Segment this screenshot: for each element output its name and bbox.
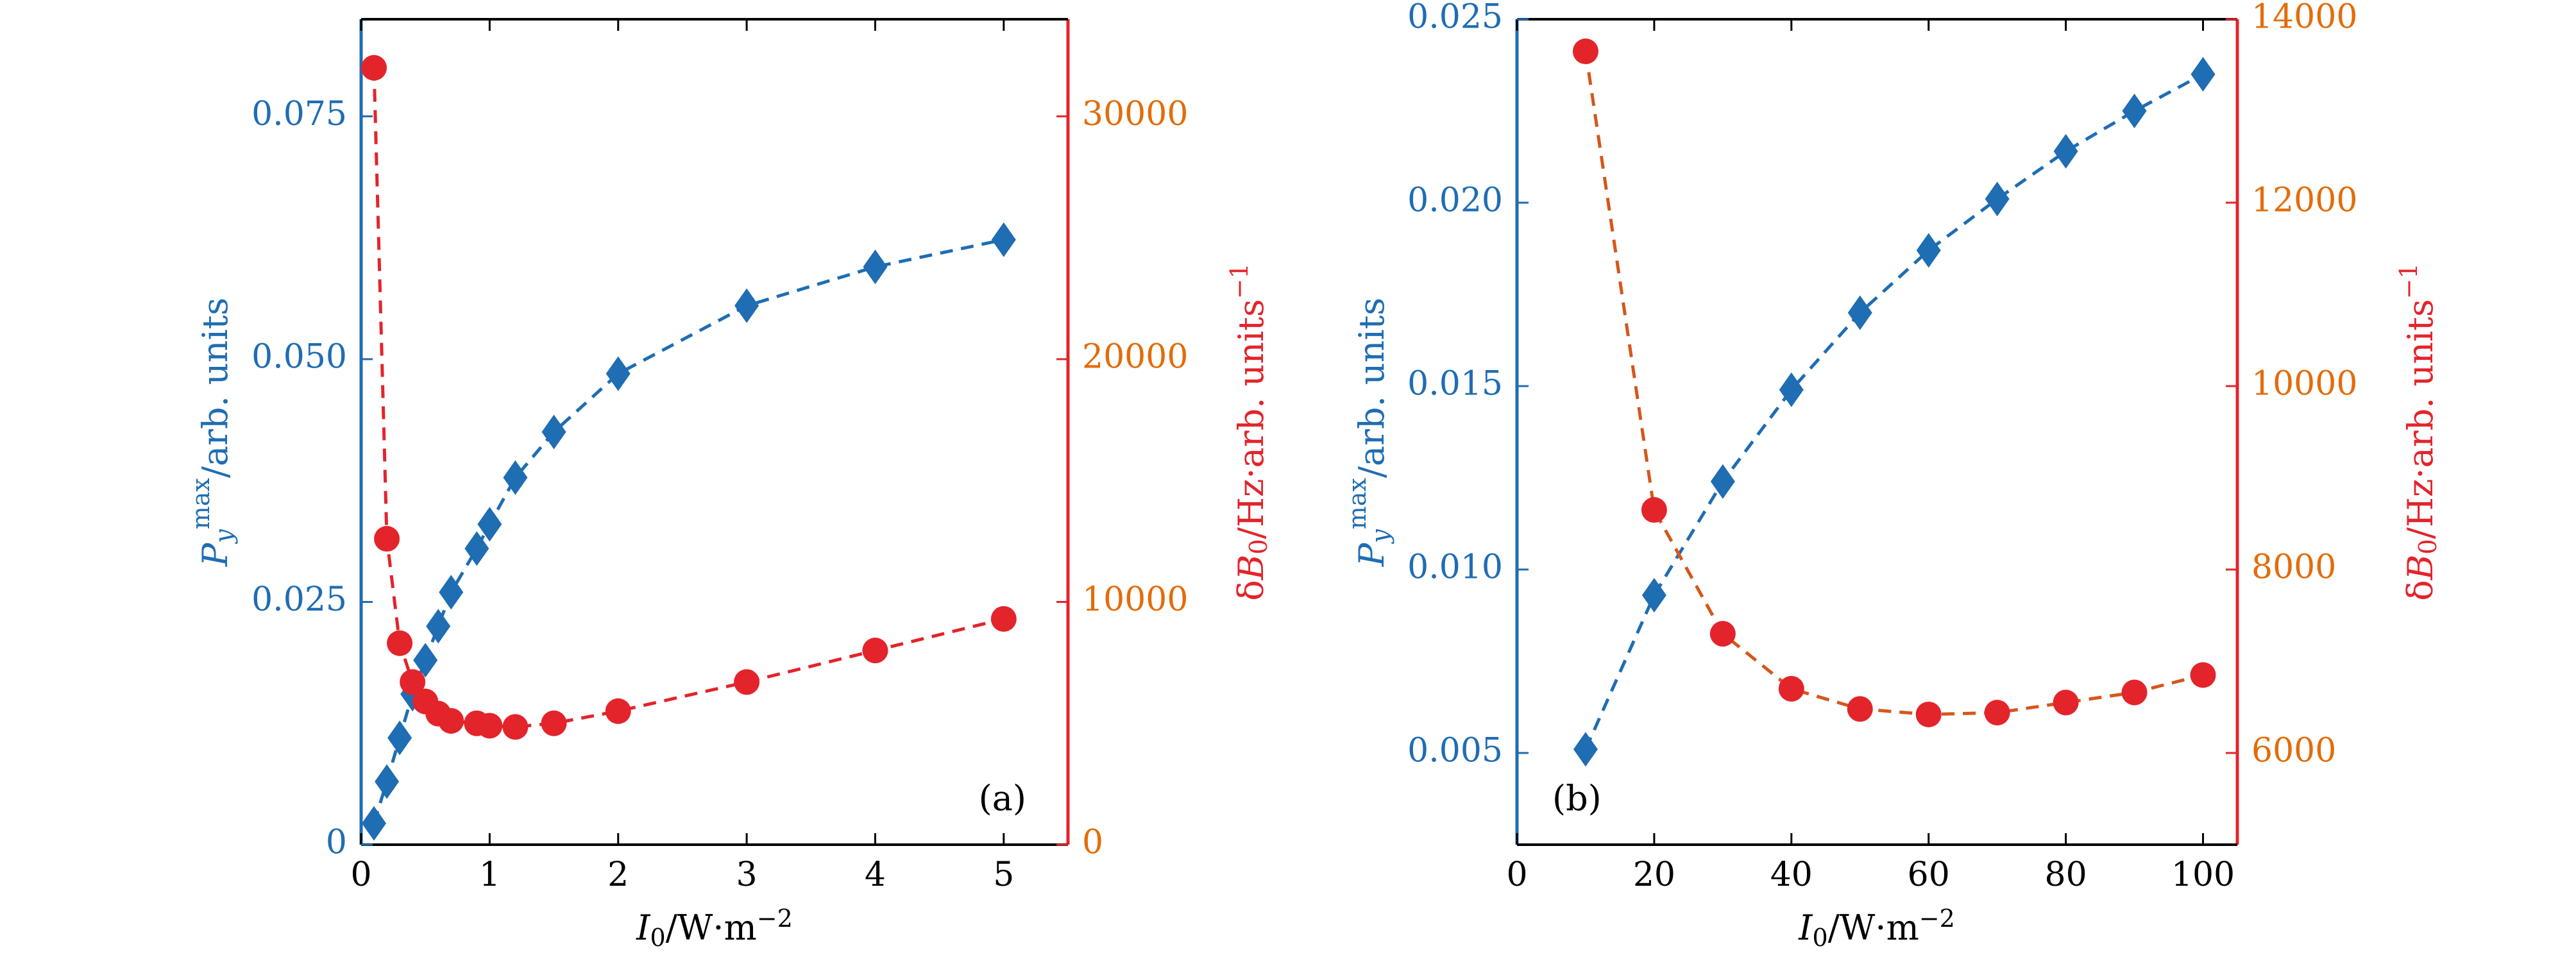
left-y-tick-label: 0.050	[251, 337, 347, 376]
circle-point	[1984, 700, 2010, 726]
right-y-tick-label: 10000	[1082, 580, 1188, 619]
circle-point	[502, 714, 529, 740]
circle-point	[387, 630, 413, 656]
x-tick-label: 2	[607, 856, 629, 894]
left-y-tick-label: 0.020	[1407, 182, 1503, 220]
diamond-point	[1779, 372, 1804, 407]
diamond-point	[464, 531, 489, 566]
circle-point	[862, 638, 888, 664]
x-axis-title: I0/W·m−2	[1798, 904, 1955, 952]
left-y-axis-title: Pymax/arb. units	[1343, 298, 1394, 567]
diamond-point	[1573, 732, 1598, 767]
x-tick-label: 60	[1908, 856, 1950, 894]
circle-point	[1915, 701, 1942, 727]
left-y-tick-label: 0.015	[1407, 365, 1503, 403]
diamond-point	[375, 764, 400, 799]
panel-tag: (a)	[979, 778, 1026, 818]
diamond-point	[439, 575, 464, 610]
circle-point	[361, 55, 387, 81]
diamond-point	[2053, 133, 2078, 169]
circle-point	[1572, 38, 1598, 65]
x-tick-label: 1	[479, 856, 500, 894]
diamond-point	[1985, 182, 2010, 217]
x-tick-label: 40	[1770, 856, 1813, 894]
right-y-tick-label: 10000	[2251, 365, 2357, 403]
diamond-point	[1916, 233, 1941, 268]
circle-point	[477, 713, 503, 739]
left-y-tick-label: 0.075	[251, 95, 347, 133]
x-tick-label: 3	[736, 856, 758, 894]
circle-point	[400, 669, 426, 695]
circle-point	[438, 707, 464, 734]
x-tick-label: 0	[350, 856, 371, 894]
panel-tag: (b)	[1552, 778, 1602, 818]
right-y-tick-label: 30000	[1082, 95, 1188, 133]
x-tick-label: 20	[1633, 856, 1675, 894]
diamond-point	[863, 249, 888, 285]
right-y-tick-label: 14000	[2251, 0, 2357, 37]
diamond-point	[362, 806, 387, 841]
diamond-point	[2190, 56, 2216, 92]
right-y-tick-label: 0	[1082, 824, 1103, 862]
series-line-circle	[1584, 51, 2204, 716]
circle-point	[734, 669, 760, 695]
diamond-point	[734, 288, 759, 323]
diamond-point	[2122, 94, 2147, 128]
circle-point	[1778, 675, 1804, 702]
right-y-axis-title: δB0/Hz·arb. units−1	[2394, 263, 2442, 600]
x-axis-title: I0/W·m−2	[636, 904, 793, 952]
circle-point	[1847, 696, 1873, 722]
circle-point	[2053, 689, 2079, 716]
x-tick-label: 80	[2045, 856, 2087, 894]
right-y-tick-label: 12000	[2251, 182, 2357, 220]
diamond-point	[503, 460, 528, 495]
chart-panel-b: 0 20 40 60 80 100 0.005 0.010 0.015 0.020 0.025 600…	[1343, 0, 2442, 952]
left-y-axis-title: Pymax/arb. units	[187, 298, 238, 567]
left-y-tick-label: 0.025	[251, 580, 347, 619]
chart-panel-a: 0 1 2 3 4 5 0 0.025 0.050 0.075 0 10000 20000 30000 (a…	[187, 18, 1273, 952]
left-y-tick-label: 0.005	[1407, 732, 1503, 770]
diamond-point	[413, 643, 438, 678]
diamond-point	[541, 414, 566, 450]
circle-point	[374, 526, 400, 552]
circle-point	[1641, 497, 1667, 523]
diamond-point	[1847, 295, 1872, 330]
diamond-point	[426, 609, 451, 644]
diamond-point	[477, 507, 502, 542]
left-y-tick-label: 0.025	[1407, 0, 1503, 37]
x-tick-label: 0	[1506, 856, 1527, 894]
x-tick-label: 100	[2171, 856, 2235, 894]
circle-point	[2190, 662, 2216, 688]
diamond-point	[387, 720, 412, 756]
diamond-point	[1641, 578, 1666, 613]
x-tick-label: 5	[993, 856, 1014, 894]
right-y-tick-label: 20000	[1082, 337, 1188, 376]
right-y-tick-label: 6000	[2251, 732, 2336, 770]
circle-point	[2121, 679, 2148, 706]
right-y-axis-title: δB0/Hz·arb. units−1	[1225, 263, 1273, 600]
left-y-tick-label: 0.010	[1407, 548, 1503, 587]
right-y-tick-label: 8000	[2251, 548, 2336, 587]
series-line-circle	[372, 67, 1004, 729]
circle-point	[541, 710, 567, 736]
diamond-point	[606, 356, 631, 391]
series-line-diamond	[1584, 72, 2204, 750]
circle-point	[990, 605, 1017, 632]
diamond-point	[1710, 464, 1735, 499]
x-tick-label: 4	[865, 856, 886, 894]
circle-point	[1709, 621, 1736, 647]
circle-point	[605, 698, 631, 724]
left-y-tick-label: 0	[326, 824, 347, 862]
series-line-diamond	[372, 238, 1004, 824]
diamond-point	[991, 222, 1016, 257]
